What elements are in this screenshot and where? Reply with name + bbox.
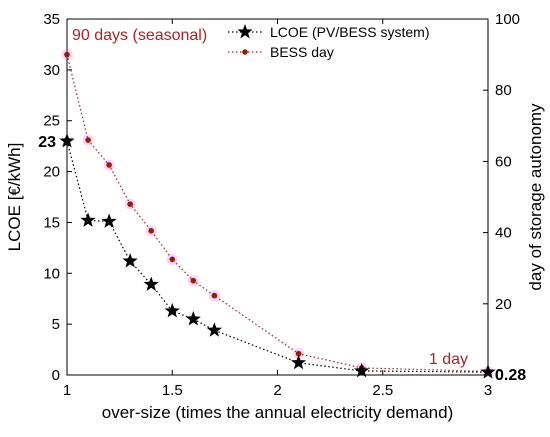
right-y-tick-label: 0	[495, 367, 503, 384]
bess-point	[148, 228, 154, 234]
left-y-axis-label: LCOE [€/kWh]	[5, 143, 24, 252]
x-tick-label: 2	[273, 382, 281, 399]
annotation-left-value: 23	[38, 134, 56, 151]
legend-dot-shape	[242, 49, 248, 55]
left-y-tick-label: 25	[43, 113, 60, 130]
series-marks	[59, 49, 496, 379]
lcoe-point	[354, 362, 370, 378]
left-y-tick-label: 30	[43, 62, 60, 79]
lcoe-point	[206, 322, 222, 337]
right-y-axis-ticks: 0 20 40 60 80 100	[483, 11, 520, 384]
left-y-tick-label: 0	[52, 367, 60, 384]
bess-point	[64, 51, 70, 58]
lcoe-point	[80, 212, 96, 227]
legend-dot-icon	[242, 49, 248, 55]
legend-label-bess: BESS day	[270, 44, 334, 60]
lcoe-point	[185, 311, 201, 326]
x-axis-ticks: 1 1.5 2 2.5 3	[63, 19, 492, 399]
left-y-axis-ticks: 0 5 10 15 20 25 30 35	[43, 11, 72, 384]
lcoe-point	[143, 276, 159, 291]
bess-point	[169, 256, 176, 263]
bess-point	[190, 277, 197, 284]
lcoe-point	[164, 302, 180, 318]
bess-point	[295, 350, 302, 357]
left-y-tick-label: 15	[43, 214, 60, 231]
legend: LCOE (PV/BESS system) BESS day	[228, 24, 429, 60]
bess-point	[127, 201, 133, 207]
left-y-tick-label: 10	[43, 265, 60, 282]
legend-label-lcoe: LCOE (PV/BESS system)	[270, 24, 429, 40]
right-y-tick-label: 40	[495, 225, 512, 242]
right-y-tick-label: 100	[495, 11, 520, 28]
right-y-tick-label: 20	[495, 296, 512, 313]
x-tick-label: 1	[63, 382, 71, 399]
annotation-90-days: 90 days (seasonal)	[72, 27, 207, 44]
plot-frame	[66, 18, 489, 376]
lcoe-point	[290, 354, 307, 370]
left-y-tick-label: 20	[43, 164, 60, 181]
bess-point	[106, 162, 112, 168]
annotation-right-value: 0.28	[495, 367, 526, 384]
lcoe-point	[101, 213, 117, 228]
series-line-1	[66, 54, 489, 373]
lcoe-point	[480, 364, 496, 379]
x-tick-label: 1.5	[162, 382, 183, 399]
x-axis-label: over-size (times the annual electricity …	[102, 403, 453, 422]
bess-point	[211, 292, 218, 299]
lcoe-point	[59, 133, 75, 148]
plot-area	[66, 18, 489, 376]
x-tick-label: 2.5	[372, 382, 393, 399]
right-y-tick-label: 60	[495, 153, 512, 170]
legend-star-shape	[237, 24, 253, 39]
left-y-tick-label: 5	[52, 316, 60, 333]
lcoe-point	[122, 253, 138, 268]
right-y-axis-label: day of storage autonomy	[526, 103, 545, 291]
legend-star-icon	[237, 24, 253, 39]
left-y-tick-label: 35	[43, 11, 60, 28]
bess-point	[85, 137, 91, 143]
right-y-tick-label: 80	[495, 82, 512, 99]
series-lines	[66, 54, 489, 373]
annotation-1-day: 1 day	[429, 351, 468, 368]
x-tick-label: 3	[484, 382, 492, 399]
